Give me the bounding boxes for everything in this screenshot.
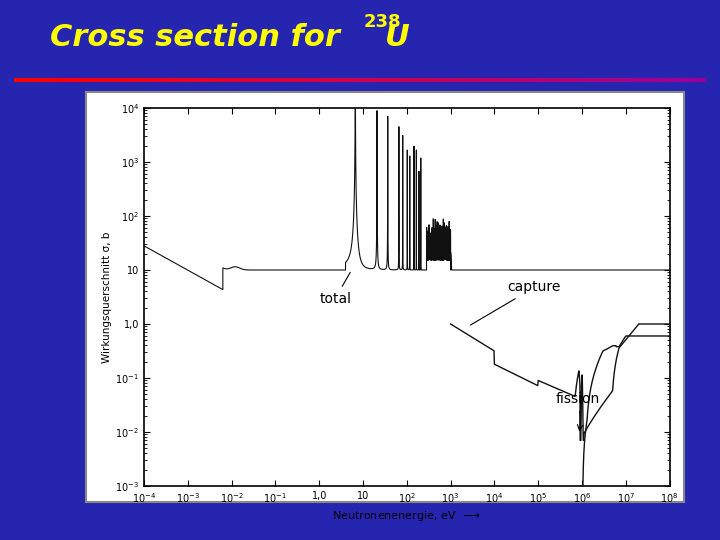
Text: fission: fission bbox=[556, 392, 600, 430]
Text: 238: 238 bbox=[364, 13, 401, 31]
Text: total: total bbox=[319, 272, 351, 306]
X-axis label: Neutronenenergie, eV  $\longrightarrow$: Neutronenenergie, eV $\longrightarrow$ bbox=[332, 509, 482, 523]
Text: capture: capture bbox=[470, 280, 561, 325]
Text: Cross section for: Cross section for bbox=[50, 23, 351, 52]
Y-axis label: Wirkungsquerschnitt σ, b: Wirkungsquerschnitt σ, b bbox=[102, 231, 112, 363]
Text: U: U bbox=[385, 23, 410, 52]
